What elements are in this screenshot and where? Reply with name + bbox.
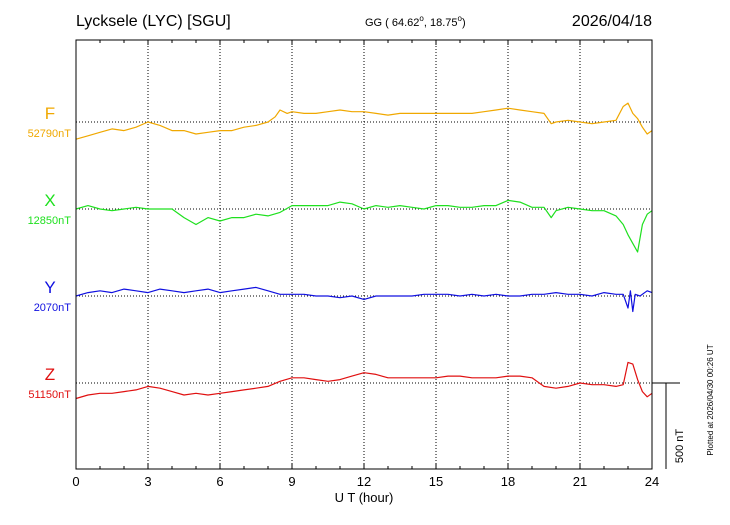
plot-frame [75,39,653,470]
x-axis-ticks: 0 3 6 9 12 15 18 21 24 [72,40,659,489]
series-name-y: Y [44,278,55,297]
x-tick-label: 24 [645,474,659,489]
x-tick-label: 9 [288,474,295,489]
station-title: Lycksele (LYC) [SGU] [76,13,231,30]
series-line-y [75,286,653,313]
series-name-x: X [44,191,55,210]
series-name-f: F [45,104,55,123]
series-line-x [75,199,653,253]
x-tick-label: 18 [501,474,515,489]
series-baseline-x: 12850nT [28,215,72,227]
series-line-z [75,361,653,400]
x-tick-label: 21 [573,474,587,489]
x-tick-label: 3 [144,474,151,489]
grid [76,39,652,470]
scale-bar-label: 500 nT [674,429,686,464]
series-name-z: Z [45,365,55,384]
series-baseline-f: 52790nT [28,128,72,140]
plotted-note: Plotted at 2026/04/30 00:26 UT [706,344,715,455]
x-tick-label: 12 [357,474,371,489]
x-tick-label: 6 [216,474,223,489]
series-layer [75,102,653,400]
series-baseline-z: 51150nT [28,389,71,401]
scale-bar: 500 nT [652,382,686,469]
x-tick-label: 0 [72,474,79,489]
date-label: 2026/04/18 [572,13,652,30]
series-line-f [75,102,653,140]
series-baseline-y: 2070nT [34,302,72,314]
x-tick-label: 15 [429,474,443,489]
x-axis-label: U T (hour) [335,490,394,505]
series-labels: F 52790nT X 12850nT Y 2070nT Z 51150nT [28,104,72,401]
coordinates-label: GG ( 64.62o, 18.75o) [365,14,466,29]
